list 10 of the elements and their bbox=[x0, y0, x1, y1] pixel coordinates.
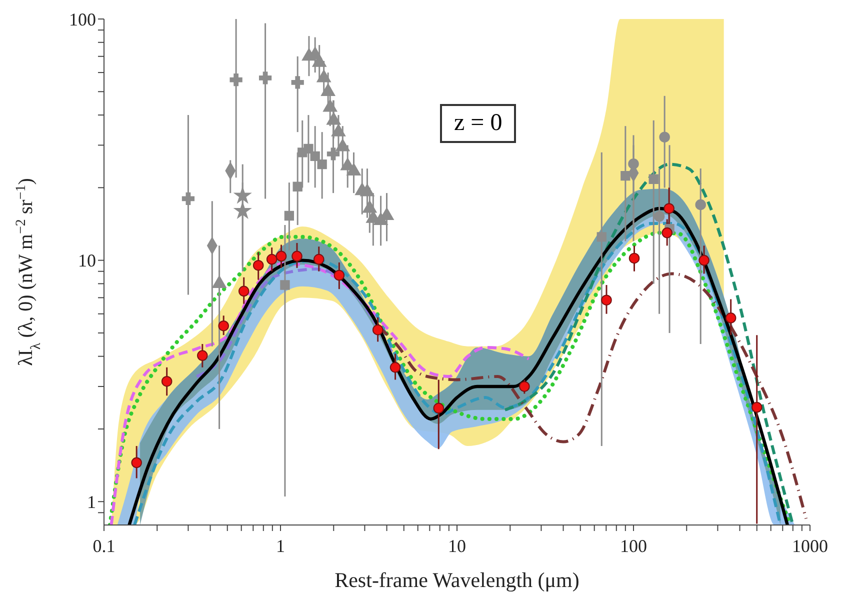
x-tick-label: 100 bbox=[620, 536, 647, 556]
x-tick-label: 1000 bbox=[792, 536, 828, 556]
annotation: z = 0 bbox=[440, 104, 516, 143]
x-axis-title: Rest-frame Wavelength (μm) bbox=[334, 568, 580, 592]
y-tick-label: 100 bbox=[69, 9, 96, 30]
y-tick-label: 1 bbox=[87, 492, 96, 512]
x-tick-label: 1 bbox=[276, 536, 285, 556]
x-tick-label: 10 bbox=[448, 536, 466, 556]
y-tick-label: 10 bbox=[78, 250, 96, 271]
x-tick-label: 0.1 bbox=[92, 536, 116, 556]
